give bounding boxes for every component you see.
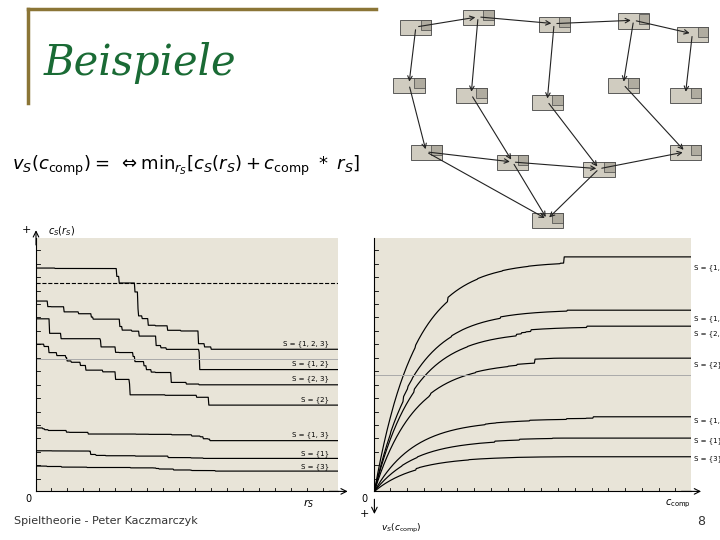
Bar: [670, 145, 701, 160]
Bar: [698, 27, 708, 37]
Bar: [559, 17, 570, 27]
Text: $v_S(c_{\mathrm{comp}})$: $v_S(c_{\mathrm{comp}})$: [381, 522, 421, 535]
Bar: [400, 20, 431, 36]
Bar: [618, 14, 649, 29]
Bar: [531, 94, 563, 110]
Text: Beispiele: Beispiele: [44, 42, 236, 84]
Text: Spieltheorie - Peter Kaczmarczyk: Spieltheorie - Peter Kaczmarczyk: [14, 516, 198, 526]
Bar: [431, 145, 442, 156]
Text: $c_S(r_S)$: $c_S(r_S)$: [48, 224, 76, 238]
Bar: [608, 78, 639, 93]
Bar: [518, 156, 528, 165]
Text: S = {2}: S = {2}: [302, 396, 329, 403]
Text: +: +: [360, 509, 369, 519]
Text: S = {2, 3}: S = {2, 3}: [694, 330, 720, 338]
Bar: [604, 162, 615, 172]
Bar: [690, 145, 701, 156]
Bar: [421, 20, 431, 30]
Bar: [531, 213, 563, 228]
Text: S = {3}: S = {3}: [301, 463, 329, 470]
Text: S = {1, 2}: S = {1, 2}: [694, 315, 720, 322]
Bar: [483, 10, 494, 20]
Text: S = {1}: S = {1}: [694, 437, 720, 444]
Bar: [639, 14, 649, 24]
Bar: [456, 87, 487, 103]
Bar: [629, 78, 639, 87]
Text: 0: 0: [25, 494, 32, 504]
Text: S = {1, 2, 3}: S = {1, 2, 3}: [694, 265, 720, 272]
Bar: [393, 78, 425, 93]
Bar: [552, 94, 563, 105]
Bar: [410, 145, 442, 160]
Bar: [670, 87, 701, 103]
Text: S = {3}: S = {3}: [694, 455, 720, 462]
Bar: [497, 156, 528, 171]
Text: $c_{\mathrm{comp}}$: $c_{\mathrm{comp}}$: [665, 498, 691, 510]
Text: +: +: [22, 225, 32, 235]
Text: S = {1, 3}: S = {1, 3}: [694, 417, 720, 424]
Bar: [552, 213, 563, 222]
Text: S = {1, 2, 3}: S = {1, 2, 3}: [284, 340, 329, 347]
Text: S = {2, 3}: S = {2, 3}: [292, 375, 329, 382]
Bar: [477, 87, 487, 98]
Text: S = {1, 3}: S = {1, 3}: [292, 431, 329, 438]
Bar: [414, 78, 425, 87]
Text: S = {1}: S = {1}: [301, 450, 329, 457]
Text: $v_S(c_{\mathrm{comp}})=\ \Leftrightarrow\mathrm{min}_{r_S}[c_S(r_S) + c_{\mathr: $v_S(c_{\mathrm{comp}})=\ \Leftrightarro…: [12, 154, 360, 178]
Bar: [583, 162, 615, 177]
Text: $r_S$: $r_S$: [302, 498, 314, 510]
Text: S = {2}: S = {2}: [694, 361, 720, 368]
Bar: [690, 87, 701, 98]
Bar: [677, 27, 708, 42]
Bar: [539, 17, 570, 32]
Text: 8: 8: [698, 515, 706, 528]
Text: 0: 0: [362, 494, 368, 504]
Bar: [462, 10, 494, 25]
Text: S = {1, 2}: S = {1, 2}: [292, 360, 329, 367]
